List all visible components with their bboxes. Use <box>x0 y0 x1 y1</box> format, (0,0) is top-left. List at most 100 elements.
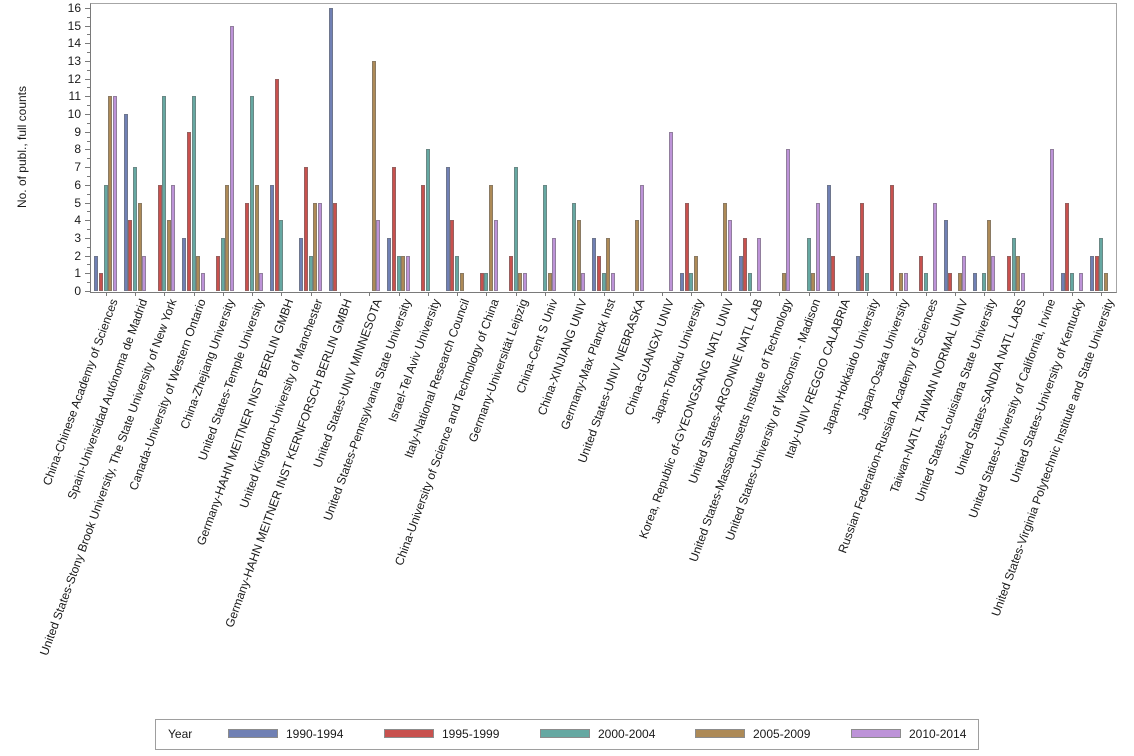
legend-label-1990-1994: 1990-1994 <box>286 727 344 741</box>
bar-2010-2014 <box>581 273 586 291</box>
bar-2010-2014 <box>200 273 205 291</box>
bar-1995-1999 <box>304 167 309 291</box>
x-tick <box>749 292 751 296</box>
bar-2005-2009 <box>576 220 581 291</box>
y-tick-label: 2 <box>74 248 81 263</box>
bar-1990-1994 <box>182 237 187 291</box>
bar-1995-1999 <box>333 202 338 291</box>
bar-2000-2004 <box>191 96 196 291</box>
legend-swatch-2010-2014 <box>851 729 901 738</box>
y-tick-label: 14 <box>67 36 81 51</box>
bar-1995-1999 <box>1065 202 1070 291</box>
bar-2000-2004 <box>484 273 489 291</box>
bar-2010-2014 <box>112 96 117 291</box>
bar-2010-2014 <box>1020 273 1025 291</box>
y-minor-tick <box>87 264 90 266</box>
bar-2005-2009 <box>1103 273 1108 291</box>
y-tick-label: 9 <box>74 124 81 139</box>
y-major-tick <box>85 167 90 169</box>
bar-2000-2004 <box>865 273 870 291</box>
bar-2000-2004 <box>1070 273 1075 291</box>
x-category-label: United States-Stony Brook University, Th… <box>36 297 180 658</box>
bar-2000-2004 <box>103 184 108 291</box>
bar-2010-2014 <box>786 149 791 291</box>
x-tick <box>720 292 722 296</box>
bar-1995-1999 <box>216 255 221 291</box>
x-tick <box>808 292 810 296</box>
x-tick <box>574 292 576 296</box>
bar-1995-1999 <box>948 273 953 291</box>
bar-1995-1999 <box>860 202 865 291</box>
bar-2000-2004 <box>923 273 928 291</box>
y-tick-label: 0 <box>74 284 81 298</box>
y-major-tick <box>85 273 90 275</box>
bar-2000-2004 <box>513 167 518 291</box>
bar-2010-2014 <box>757 237 762 291</box>
y-major-tick <box>85 7 90 9</box>
y-major-tick <box>85 255 90 257</box>
y-major-tick <box>85 202 90 204</box>
y-tick-label: 3 <box>74 230 81 245</box>
bar-2000-2004 <box>542 184 547 291</box>
bar-2010-2014 <box>727 220 732 291</box>
bar-1990-1994 <box>973 273 977 291</box>
y-tick-label: 10 <box>67 107 81 121</box>
y-minor-tick <box>87 246 90 248</box>
y-major-tick <box>85 25 90 27</box>
x-tick <box>457 292 459 296</box>
bar-1990-1994 <box>1060 273 1065 291</box>
x-tick <box>398 292 400 296</box>
y-minor-tick <box>87 69 90 71</box>
x-tick <box>339 292 341 296</box>
x-tick <box>1042 292 1044 296</box>
bar-1990-1994 <box>445 167 450 291</box>
x-tick <box>837 292 839 296</box>
x-tick <box>632 292 634 296</box>
y-minor-tick <box>87 193 90 195</box>
bar-2000-2004 <box>572 202 577 291</box>
bar-2010-2014 <box>493 220 498 291</box>
bar-2010-2014 <box>405 255 410 291</box>
bar-2010-2014 <box>962 255 967 291</box>
x-tick <box>691 292 693 296</box>
y-tick-label: 15 <box>67 18 81 33</box>
legend: Year 1990-1994 1995-1999 2000-2004 2005-200… <box>155 719 979 750</box>
y-minor-tick <box>87 229 90 231</box>
y-minor-tick <box>87 34 90 36</box>
bar-2005-2009 <box>693 255 698 291</box>
x-tick <box>662 292 664 296</box>
y-major-tick <box>85 291 90 292</box>
y-minor-tick <box>87 16 90 18</box>
y-major-tick <box>85 114 90 115</box>
x-tick <box>1072 292 1074 296</box>
plot-area <box>91 3 1116 291</box>
y-axis-title: No. of publ., full counts <box>15 85 29 209</box>
legend-label-1995-1999: 1995-1999 <box>442 727 500 741</box>
bar-1995-1999 <box>889 184 894 291</box>
bar-2000-2004 <box>132 167 137 291</box>
bar-1995-1999 <box>450 220 455 291</box>
x-tick <box>954 292 956 296</box>
y-major-tick <box>85 131 90 133</box>
bar-1995-1999 <box>479 273 484 291</box>
x-tick <box>867 292 869 296</box>
y-minor-tick <box>87 175 90 177</box>
y-tick-label: 13 <box>67 53 81 68</box>
bar-2000-2004 <box>1099 237 1104 291</box>
y-minor-tick <box>87 52 90 54</box>
bar-2005-2009 <box>108 96 113 291</box>
y-tick-label: 6 <box>74 177 81 192</box>
x-tick <box>515 292 517 296</box>
y-major-tick <box>85 220 90 222</box>
bar-1990-1994 <box>299 237 304 291</box>
x-tick <box>164 292 166 296</box>
bar-2000-2004 <box>396 255 401 291</box>
bar-1990-1994 <box>826 184 831 291</box>
bar-1990-1994 <box>123 114 128 291</box>
bar-1995-1999 <box>684 202 689 291</box>
legend-title: Year <box>168 727 193 741</box>
bar-2000-2004 <box>1011 237 1016 291</box>
y-tick-label: 11 <box>68 89 81 104</box>
bar-2010-2014 <box>669 131 674 291</box>
